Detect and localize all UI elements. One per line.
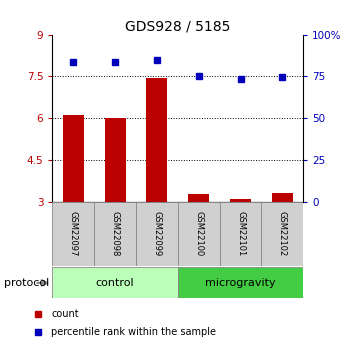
- Text: percentile rank within the sample: percentile rank within the sample: [51, 327, 216, 337]
- Text: GSM22098: GSM22098: [110, 211, 119, 256]
- Bar: [105, 118, 126, 202]
- Bar: [188, 194, 209, 202]
- Bar: [147, 78, 168, 202]
- Bar: [94, 202, 136, 266]
- Text: GSM22099: GSM22099: [152, 211, 161, 256]
- Title: GDS928 / 5185: GDS928 / 5185: [125, 19, 230, 33]
- Text: GSM22101: GSM22101: [236, 211, 245, 256]
- Text: GSM22100: GSM22100: [194, 211, 203, 256]
- Text: GSM22097: GSM22097: [69, 211, 78, 256]
- Bar: [272, 193, 293, 202]
- Bar: [52, 267, 178, 298]
- Text: control: control: [96, 278, 134, 288]
- Bar: [178, 267, 303, 298]
- Bar: [230, 199, 251, 202]
- Bar: [52, 202, 94, 266]
- Bar: [261, 202, 303, 266]
- Bar: [219, 202, 261, 266]
- Bar: [178, 202, 219, 266]
- Text: microgravity: microgravity: [205, 278, 276, 288]
- Bar: [136, 202, 178, 266]
- Bar: [63, 115, 84, 202]
- Text: GSM22102: GSM22102: [278, 211, 287, 256]
- Text: count: count: [51, 309, 79, 319]
- Text: protocol: protocol: [4, 278, 49, 288]
